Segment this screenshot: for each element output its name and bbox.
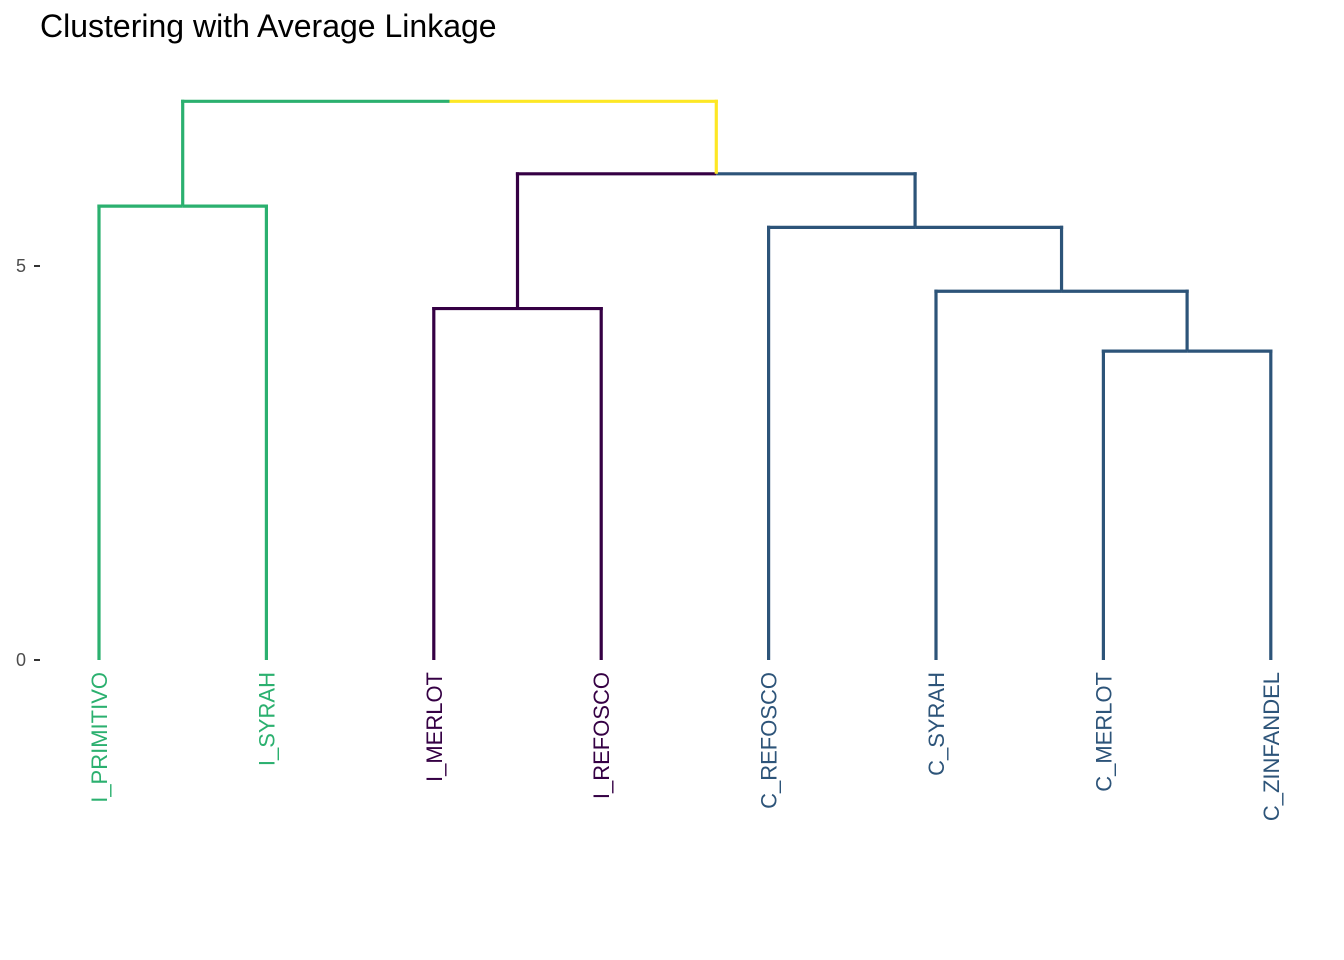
leaf-label: I_REFOSCO: [589, 672, 614, 799]
y-tick-label: 5: [16, 256, 26, 276]
leaf-label: C_SYRAH: [924, 672, 949, 776]
leaf-label: C_REFOSCO: [757, 672, 782, 809]
leaf-label: I_MERLOT: [422, 672, 447, 782]
chart-title: Clustering with Average Linkage: [40, 8, 497, 44]
leaf-label: C_MERLOT: [1091, 672, 1116, 792]
y-tick-label: 0: [16, 650, 26, 670]
leaf-labels: I_PRIMITIVO I_SYRAH I_MERLOT I_REFOSCO C_REF…: [87, 672, 1284, 821]
dendrogram-branches: [97, 99, 1273, 660]
leaf-label: I_SYRAH: [254, 672, 279, 766]
leaf-label: C_ZINFANDEL: [1259, 672, 1284, 821]
leaf-label: I_PRIMITIVO: [87, 672, 112, 803]
y-axis: 05: [16, 256, 40, 670]
